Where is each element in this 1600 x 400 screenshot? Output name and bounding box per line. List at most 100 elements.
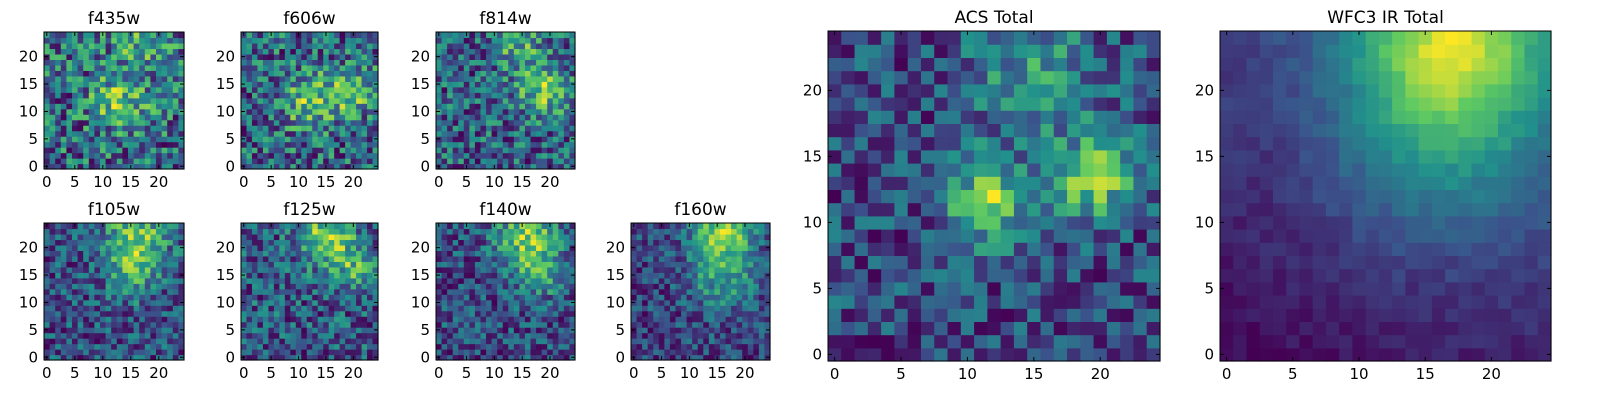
heatmap-cell [664,305,671,312]
heatmap-cell [920,255,935,270]
y-tick-label: 20 [606,239,625,257]
heatmap-cell [339,332,346,339]
heatmap-cell [480,261,487,268]
heatmap-cell [317,327,324,334]
heatmap-cell [547,108,554,115]
heatmap-cell [49,163,56,170]
heatmap-cell [172,64,179,71]
heatmap-cell [133,343,140,350]
heatmap-cell [458,332,465,339]
heatmap-cell [345,316,352,323]
heatmap-cell [736,244,743,251]
heatmap-cell [513,250,520,257]
heatmap-cell [167,343,174,350]
heatmap-cell [60,136,67,143]
heatmap-cell [541,316,548,323]
heatmap-cell [987,268,1002,283]
heatmap-cell [111,119,118,126]
heatmap-cell [317,244,324,251]
heatmap-cell [72,59,79,66]
heatmap-cell [841,149,856,164]
heatmap-cell [658,349,665,356]
heatmap-cell [156,42,163,50]
heatmap-cell [1080,255,1095,270]
heatmap-cell [94,332,101,339]
heatmap-cell [569,147,576,154]
heatmap-cell [974,334,988,349]
heatmap-cell [758,283,766,290]
heatmap-cell [295,125,302,132]
heatmap-cell [361,244,368,251]
heatmap-cell [367,288,374,295]
heatmap-cell [1146,189,1161,204]
heatmap-cell [372,332,379,339]
heatmap-cell [547,244,554,251]
heatmap-cell [306,152,313,159]
heatmap-cell [519,86,526,93]
heatmap-cell [703,288,710,295]
heatmap-cell [257,119,264,126]
heatmap-cell [907,347,922,362]
heatmap-cell [172,354,179,361]
heatmap-cell [452,250,459,257]
heatmap-cell [290,136,297,143]
heatmap-cell [480,250,487,257]
heatmap-cell [301,316,308,323]
heatmap-cell [636,272,643,279]
heatmap-cell [262,42,269,50]
heatmap-cell [295,114,302,121]
heatmap-cell [128,103,135,110]
heatmap-cell [88,53,95,60]
heatmap-cell [339,310,346,317]
heatmap-cell [486,97,493,104]
heatmap-cell [547,114,554,121]
heatmap-cell [497,349,504,356]
heatmap-cell [257,272,264,279]
heatmap-cell [66,272,73,279]
heatmap-cell [361,343,368,350]
heatmap-cell [257,338,264,345]
heatmap-cell [88,59,95,66]
heatmap-cell [1000,268,1015,283]
heatmap-cell [1013,334,1028,349]
heatmap-cell [372,158,379,165]
heatmap-cell [513,288,520,295]
heatmap-cell [736,255,743,262]
heatmap-cell [480,70,487,77]
heatmap-cell [77,81,84,88]
heatmap-cell [284,239,291,246]
heatmap-cell [552,294,559,301]
heatmap-cell [94,294,101,301]
heatmap-cell [519,114,526,121]
heatmap-cell [94,130,101,137]
heatmap-cell [167,125,174,132]
heatmap-cell [306,277,313,284]
heatmap-cell [642,288,649,295]
heatmap-cell [497,354,504,361]
heatmap-cell [530,272,537,279]
heatmap-cell [317,59,324,66]
heatmap-cell [681,266,688,273]
heatmap-cell [647,299,654,306]
heatmap-cell [105,86,112,93]
heatmap-cell [686,310,693,317]
heatmap-cell [731,299,738,306]
heatmap-cell [502,86,509,93]
heatmap-cell [508,92,515,99]
heatmap-cell [83,343,90,350]
heatmap-cell [541,147,548,154]
heatmap-cell [552,70,559,77]
heatmap-cell [502,42,509,50]
heatmap-cell [60,272,67,279]
heatmap-cell [854,215,869,230]
heatmap-cell [692,255,699,262]
heatmap-cell [306,114,313,121]
heatmap-cell [1133,334,1148,349]
heatmap-cell [334,103,341,110]
heatmap-cell [558,327,565,334]
heatmap-cell [508,97,515,104]
heatmap-cell [94,108,101,115]
heatmap-cell [257,244,264,251]
heatmap-cell [480,108,487,115]
heatmap-cell [681,349,688,356]
